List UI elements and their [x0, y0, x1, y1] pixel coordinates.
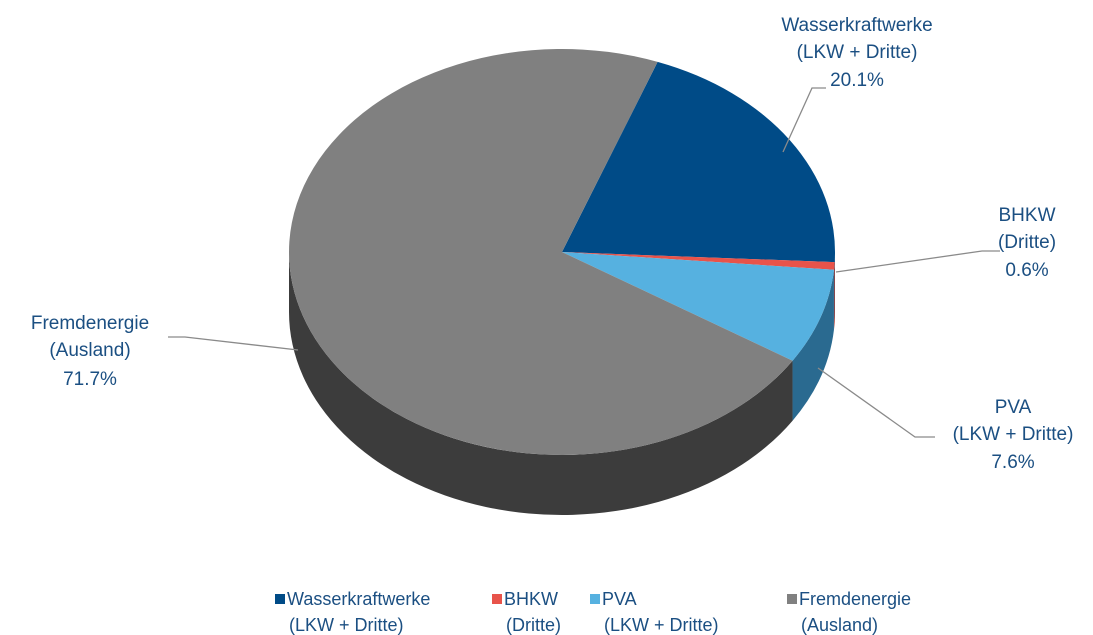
legend-swatch	[275, 594, 285, 604]
leader-line	[835, 250, 1000, 273]
legend-line: Wasserkraftwerke	[287, 589, 430, 609]
data-label: Fremdenergie (Ausland) 71.7%	[31, 313, 149, 390]
legend-swatch	[590, 594, 600, 604]
label-line: (Ausland)	[49, 340, 130, 361]
legend-line: (LKW + Dritte)	[289, 615, 404, 635]
legend-line: PVA	[602, 589, 637, 609]
slice-side	[792, 269, 834, 421]
slice-side	[833, 262, 835, 330]
data-label: BHKW (Dritte) 0.6%	[998, 205, 1056, 281]
label-line: Fremdenergie	[31, 313, 149, 334]
value-label: 20.1%	[830, 70, 884, 91]
label-line: PVA	[995, 397, 1032, 418]
label-line: (Dritte)	[998, 232, 1056, 253]
legend-line: (LKW + Dritte)	[604, 615, 719, 635]
legend-line: (Ausland)	[801, 615, 878, 635]
value-label: 71.7%	[63, 369, 117, 390]
legend-swatch	[787, 594, 797, 604]
legend-label: Wasserkraftwerke (LKW + Dritte)	[287, 589, 430, 635]
label-line: (LKW + Dritte)	[953, 424, 1074, 445]
leader-line	[817, 367, 935, 438]
data-label: Wasserkraftwerke (LKW + Dritte) 20.1%	[781, 15, 932, 91]
data-label: PVA (LKW + Dritte) 7.6%	[953, 397, 1074, 473]
slice	[562, 61, 835, 263]
leader-line	[782, 87, 826, 153]
legend-label: PVA (LKW + Dritte)	[602, 589, 719, 635]
label-line: BHKW	[999, 205, 1056, 226]
legend-line: BHKW	[504, 589, 558, 609]
slice	[562, 252, 835, 270]
label-line: Wasserkraftwerke	[781, 15, 932, 36]
label-line: (LKW + Dritte)	[797, 42, 918, 63]
legend-label: BHKW (Dritte)	[504, 589, 561, 635]
value-label: 7.6%	[991, 452, 1034, 473]
legend-swatch	[492, 594, 502, 604]
legend-label: Fremdenergie (Ausland)	[799, 589, 911, 635]
value-label: 0.6%	[1005, 260, 1048, 281]
legend-line: (Dritte)	[506, 615, 561, 635]
leader-line	[168, 336, 299, 351]
legend-line: Fremdenergie	[799, 589, 911, 609]
slice	[562, 252, 834, 361]
slice-side	[289, 252, 793, 515]
slice	[288, 48, 793, 455]
